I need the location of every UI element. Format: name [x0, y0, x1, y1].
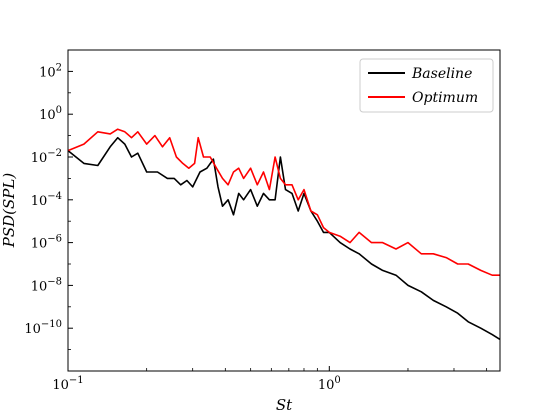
y-tick-label: 102: [39, 62, 62, 80]
x-axis-label: St: [276, 396, 293, 414]
series-line-baseline: [67, 136, 501, 341]
legend-label-baseline: Baseline: [411, 66, 472, 82]
y-tick-label: 10−6: [31, 234, 62, 252]
axes: 10−10 10−8 10−6 10−4 10−2 100 102 10−1 100: [24, 49, 488, 393]
legend-label-optimum: Optimum: [412, 90, 478, 106]
x-tick-label: 100: [318, 375, 341, 393]
legend: Baseline Optimum: [359, 58, 494, 113]
plot-area: [67, 128, 501, 341]
y-axis-label: PSD(SPL): [0, 173, 18, 249]
x-tick-label: 10−1: [52, 375, 83, 393]
y-tick-label: 10−4: [31, 191, 62, 209]
series-line-optimum: [67, 128, 500, 277]
y-tick-label: 10−10: [24, 319, 62, 337]
y-tick-label: 10−8: [31, 276, 62, 294]
plot-frame: [67, 49, 501, 372]
y-tick-label: 100: [39, 105, 62, 123]
y-tick-label: 10−2: [31, 148, 62, 166]
